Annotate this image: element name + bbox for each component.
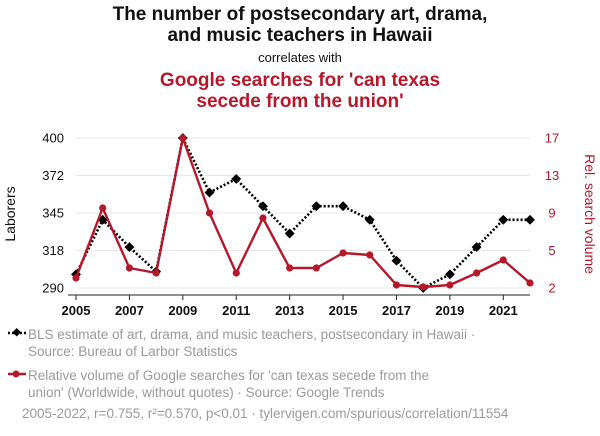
data-point-circle	[99, 204, 107, 212]
x-tick-label: 2019	[435, 303, 464, 318]
data-point-diamond	[231, 173, 242, 184]
y-tick-label-left: 400	[42, 131, 64, 146]
y-tick-label-right: 17	[545, 131, 559, 146]
data-point-circle	[419, 283, 427, 291]
data-point-diamond	[364, 214, 375, 225]
second-series-title: Google searches for 'can texas secede fr…	[0, 70, 600, 112]
y-tick-label-left: 345	[42, 206, 64, 221]
legend-swatch-dotted-diamond	[8, 328, 26, 337]
y-axis-label-right: Rel. search volume	[582, 154, 598, 274]
data-point-circle	[499, 256, 507, 264]
data-point-diamond	[124, 242, 135, 253]
data-point-diamond	[284, 228, 295, 239]
data-point-diamond	[444, 269, 455, 280]
legend-swatch-solid-circle	[8, 370, 26, 378]
data-point-circle	[472, 269, 481, 277]
y-tick-label-right: 9	[548, 206, 555, 221]
second-title-line-1: Google searches for 'can texas	[159, 70, 441, 91]
data-point-circle	[339, 249, 347, 257]
x-tick-label: 2011	[222, 303, 250, 318]
x-tick-label: 2015	[329, 303, 358, 318]
data-point-circle	[232, 269, 240, 277]
second-title-line-2: secede from the union'	[196, 91, 404, 112]
x-tick-label: 2005	[62, 303, 91, 318]
data-point-circle	[392, 281, 401, 289]
y-tick-label-left: 318	[42, 243, 64, 258]
data-point-circle	[72, 274, 80, 282]
data-point-circle	[446, 281, 454, 289]
data-point-circle	[312, 264, 320, 272]
x-tick-label: 2007	[115, 303, 144, 318]
data-point-circle	[152, 269, 160, 277]
series-line	[74, 136, 531, 289]
series-line	[74, 136, 530, 290]
data-point-circle	[125, 264, 134, 272]
data-point-diamond	[525, 214, 535, 225]
x-tick-label: 2013	[275, 303, 304, 318]
legend-item-bls: BLS estimate of art, drama, and music te…	[8, 326, 588, 360]
x-tick-label: 2009	[168, 303, 197, 318]
data-point-diamond	[338, 201, 349, 212]
data-point-circle	[205, 209, 214, 217]
chart-title-line-2: and music teachers in Hawaii	[167, 25, 433, 46]
data-point-circle	[179, 134, 187, 142]
chart-title-line-1: The number of postsecondary art, drama,	[112, 4, 488, 25]
data-point-circle	[366, 251, 374, 259]
y-axis-label-left: Laborers	[2, 186, 18, 241]
footer-stats: 2005-2022, r=0.755, r²=0.570, p<0.01 · t…	[22, 406, 509, 421]
y-tick-label-right: 2	[548, 281, 555, 296]
legend-item-google: Relative volume of Google searches for '…	[8, 367, 588, 401]
x-tick-label: 2017	[382, 303, 411, 318]
series-google-searches	[72, 134, 534, 291]
legend-label-bls-line-1: BLS estimate of art, drama, and music te…	[28, 327, 476, 342]
data-point-diamond	[471, 242, 482, 253]
legend-label-bls-line-2: Source: Bureau of Larbor Statistics	[28, 344, 238, 359]
chart-title: The number of postsecondary art, drama, …	[0, 4, 600, 46]
axes: 400 17 372 13 345 9 318 5 290 2 2005 2007 2009 2011 20…	[42, 131, 559, 319]
data-point-circle	[286, 264, 294, 272]
x-tick-label: 2021	[489, 303, 518, 318]
data-point-circle	[526, 279, 534, 287]
y-tick-label-left: 372	[42, 168, 64, 183]
data-point-diamond	[311, 201, 322, 212]
data-point-circle	[259, 214, 267, 222]
legend-label-google-line-1: Relative volume of Google searches for '…	[28, 368, 430, 383]
grid-lines	[76, 137, 530, 289]
legend-label-google-line-2: union' (Worldwide, without quotes) · Sou…	[28, 385, 385, 400]
data-point-diamond	[204, 187, 215, 198]
y-tick-label-left: 290	[42, 281, 64, 296]
correlates-with-label: correlates with	[258, 50, 342, 65]
y-tick-label-right: 13	[545, 168, 559, 183]
data-point-diamond	[391, 255, 402, 266]
y-tick-label-right: 5	[548, 243, 555, 258]
line-chart: 400 17 372 13 345 9 318 5 290 2 2005 2007 2009 2011 20…	[2, 131, 598, 319]
